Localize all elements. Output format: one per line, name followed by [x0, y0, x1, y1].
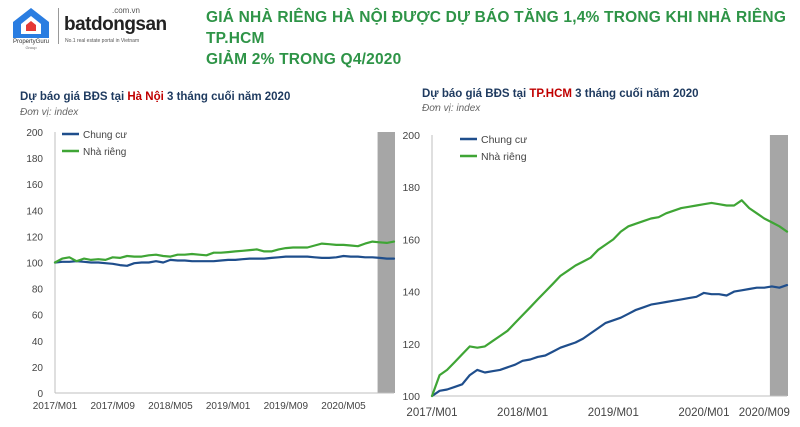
house-icon	[13, 8, 49, 38]
headline-line-2: GIẢM 2% TRONG Q4/2020	[206, 51, 402, 68]
series-line-nha-rieng	[430, 199, 789, 398]
logo-divider	[58, 8, 59, 44]
y-tick-label: 100	[402, 391, 420, 403]
y-tick-label: 200	[26, 128, 43, 139]
y-tick-label: 100	[26, 259, 43, 270]
forecast-band	[769, 135, 788, 396]
headline-line-1: GIÁ NHÀ RIÊNG HÀ NỘI ĐƯỢC DỰ BÁO TĂNG 1,…	[206, 9, 787, 47]
propertyguru-group: Group	[25, 45, 37, 50]
chart-title-city: Hà Nội	[127, 91, 164, 103]
y-tick-label: 140	[402, 287, 420, 299]
y-tick-label: 140	[26, 206, 43, 217]
y-tick-label: 60	[32, 311, 44, 322]
x-tick-label: 2020/M05	[321, 401, 366, 412]
y-tick-label: 20	[32, 363, 44, 374]
logo-tagline: No.1 real estate portal in Vietnam	[65, 38, 140, 44]
y-tick-label: 40	[32, 337, 44, 348]
batdongsan-logo: .com.vn batdongsan No.1 real estate port…	[64, 6, 167, 46]
series-line-chung-cu	[53, 254, 396, 267]
propertyguru-wordmark: PropertyGuru	[12, 39, 49, 45]
x-tick-label: 2019/M01	[206, 401, 251, 412]
y-tick-label: 160	[26, 180, 43, 191]
legend-label: Nhà riêng	[481, 151, 527, 163]
x-tick-label: 2017/M01	[406, 407, 457, 419]
y-tick-label: 180	[26, 154, 43, 165]
x-tick-label: 2018/M01	[497, 407, 548, 419]
legend-label: Chung cư	[83, 130, 127, 141]
x-tick-label: 2017/M09	[90, 401, 135, 412]
logo-domain: .com.vn	[112, 6, 141, 15]
chart-title-suffix: 3 tháng cuối năm 2020	[163, 91, 291, 103]
legend-label: Chung cư	[481, 134, 527, 146]
series-line-chung-cu	[430, 284, 789, 398]
x-tick-label: 2019/M01	[588, 407, 639, 419]
y-tick-label: 160	[402, 234, 420, 246]
forecast-band	[377, 132, 395, 393]
chart-title-hcm: Dự báo giá BĐS tại TP.HCM 3 tháng cuối n…	[422, 88, 699, 100]
chart-title-prefix: Dự báo giá BĐS tại	[20, 91, 128, 103]
y-tick-label: 200	[402, 130, 420, 142]
propertyguru-logo: PropertyGuru Group	[8, 6, 54, 50]
y-tick-label: 80	[32, 285, 44, 296]
chart-unit-hanoi: Đơn vị: index	[20, 107, 79, 118]
series-line-nha-rieng	[53, 240, 396, 264]
page-headline: GIÁ NHÀ RIÊNG HÀ NỘI ĐƯỢC DỰ BÁO TĂNG 1,…	[206, 7, 796, 70]
chart-title-suffix: 3 tháng cuối năm 2020	[571, 88, 699, 100]
chart-title-hanoi: Dự báo giá BĐS tại Hà Nội 3 tháng cuối n…	[20, 91, 290, 103]
y-tick-label: 0	[37, 389, 43, 400]
chart-title-city: TP.HCM	[529, 88, 572, 100]
x-tick-label: 2020/M09	[739, 407, 790, 419]
chart-hanoi: 0 20 40 60 80 100 120 140 160 180 200 2017/M01 2017/…	[26, 128, 396, 412]
y-tick-label: 120	[402, 339, 420, 351]
chart-title-prefix: Dự báo giá BĐS tại	[422, 88, 530, 100]
logo-brand: batdongsan	[64, 14, 167, 35]
x-tick-label: 2018/M05	[148, 401, 193, 412]
x-tick-label: 2019/M09	[264, 401, 309, 412]
legend-label: Nhà riêng	[83, 147, 126, 158]
y-tick-label: 180	[402, 182, 420, 194]
y-tick-label: 120	[26, 232, 43, 243]
chart-hcm: 100 120 140 160 180 200 2017/M01 2018/M01 2019/M…	[402, 130, 789, 419]
x-tick-label: 2017/M01	[33, 401, 78, 412]
chart-unit-hcm: Đơn vị: index	[422, 103, 481, 114]
x-tick-label: 2020/M01	[678, 407, 729, 419]
